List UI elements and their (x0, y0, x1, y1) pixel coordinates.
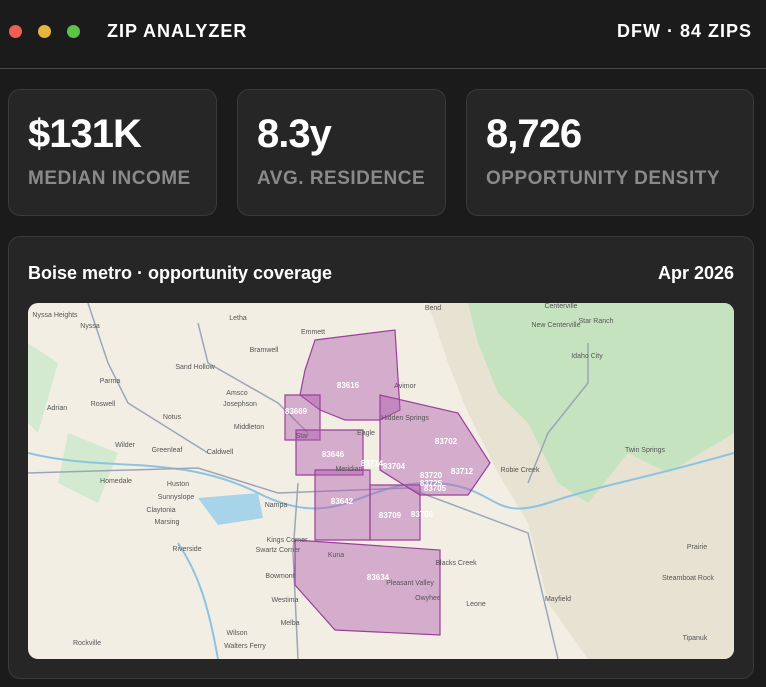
place-label: Greenleaf (152, 447, 183, 454)
place-label: Kuna (328, 552, 344, 559)
zip-label: 83702 (435, 437, 458, 446)
place-label: Huston (167, 481, 189, 488)
zip-regions (284, 329, 491, 636)
zip-label: 83712 (451, 467, 474, 476)
place-label: Caldwell (207, 449, 234, 456)
river (177, 542, 219, 659)
place-label: Prairie (687, 544, 707, 551)
place-label: Middleton (234, 424, 264, 431)
place-label: Wilder (115, 442, 136, 449)
badge: DFW · 84 ZIPS (616, 21, 752, 41)
place-label: Riverside (172, 546, 201, 553)
place-label: Nampa (265, 502, 288, 509)
place-label: Amsco (226, 390, 248, 397)
place-label: Walters Ferry (224, 643, 266, 650)
place-label: Mayfield (545, 596, 571, 603)
window-title: ZIP ANALYZER (107, 21, 248, 41)
close-button[interactable] (9, 25, 22, 38)
place-label: Robie Creek (501, 467, 540, 474)
place-label: Roswell (91, 401, 116, 408)
place-label: Leone (466, 601, 486, 608)
zip-label: 83705 (424, 484, 447, 493)
place-label: Star Ranch (578, 318, 613, 325)
zip-label: 83646 (322, 450, 345, 459)
card-date: Apr 2026 (657, 263, 734, 283)
place-label: Eagle (357, 430, 375, 437)
zip-label: 83709 (379, 511, 402, 520)
zip-label: 83725 (420, 479, 443, 488)
stat-card: $131K MEDIAN INCOME (8, 89, 217, 216)
place-label: Westima (271, 597, 298, 604)
roads (28, 303, 589, 659)
place-label: Steamboat Rock (662, 575, 714, 582)
place-label: Melba (280, 620, 299, 627)
place-label: Nyssa Heights (32, 312, 78, 319)
lake (198, 493, 263, 525)
place-label: Idaho City (571, 353, 603, 360)
stat-value: 8,726 (486, 112, 582, 156)
zoom-button[interactable] (67, 25, 80, 38)
zip-label: 83669 (285, 407, 308, 416)
stat-label: AVG. RESIDENCE (257, 168, 426, 189)
place-label: Centerville (544, 303, 577, 310)
place-label: Swartz Corner (256, 547, 301, 554)
place-label: Homedale (100, 478, 132, 485)
place-label: Sunnyslope (158, 494, 195, 501)
zip-label: 83634 (367, 573, 390, 582)
place-label: Marsing (155, 519, 180, 526)
place-label: Parma (100, 378, 121, 385)
place-label: Pleasant Valley (386, 580, 434, 587)
stat-value: 8.3y (257, 112, 332, 156)
stat-label: MEDIAN INCOME (28, 168, 191, 189)
place-label: Tipanuk (683, 635, 708, 642)
place-label: Josephson (223, 401, 257, 408)
map[interactable]: 83616 83669 83646 83642 83709 83634 83702 83712… (28, 303, 734, 659)
place-label: Bramwell (250, 347, 279, 354)
place-label: Blacks Creek (435, 560, 477, 567)
map-card: Boise metro · opportunity coverage Apr 2… (8, 236, 754, 679)
zip-label: 83720 (420, 471, 443, 480)
zip-label: 83704 (383, 462, 406, 471)
zip-label: 83616 (337, 381, 360, 390)
stat-card: 8,726 OPPORTUNITY DENSITY (466, 89, 754, 216)
zip-label: 83642 (331, 497, 354, 506)
zip-label: 83714 (361, 459, 384, 468)
place-label: Sand Hollow (175, 364, 215, 371)
place-label: Avimor (394, 383, 416, 390)
place-label: Notus (163, 414, 182, 421)
place-label: Rockville (73, 640, 101, 647)
card-title: Boise metro · opportunity coverage (28, 263, 333, 283)
place-label: Wilson (226, 630, 247, 637)
minimize-button[interactable] (38, 25, 51, 38)
place-label: Star (296, 433, 310, 440)
place-label: Kings Corner (267, 537, 309, 544)
zip-label: 83706 (411, 510, 434, 519)
place-label: Hidden Springs (381, 415, 429, 422)
place-label: Bowmont (265, 573, 294, 580)
stat-card: 8.3y AVG. RESIDENCE (237, 89, 446, 216)
place-label: Nyssa (80, 323, 100, 330)
place-label: Owyhee (415, 595, 441, 602)
place-label: Letha (229, 315, 247, 322)
place-label: Emmett (301, 329, 325, 336)
stat-label: OPPORTUNITY DENSITY (486, 168, 721, 189)
place-label: Adrian (47, 405, 67, 412)
place-label: Bend (425, 305, 441, 312)
place-label: New Centerville (531, 322, 580, 329)
forest (468, 303, 734, 503)
place-label: Meridian (336, 466, 363, 473)
place-label: Twin Springs (625, 447, 666, 454)
place-label: Claytonia (146, 507, 175, 514)
title-bar: ZIP ANALYZER DFW · 84 ZIPS (0, 0, 766, 69)
stat-value: $131K (28, 112, 142, 156)
